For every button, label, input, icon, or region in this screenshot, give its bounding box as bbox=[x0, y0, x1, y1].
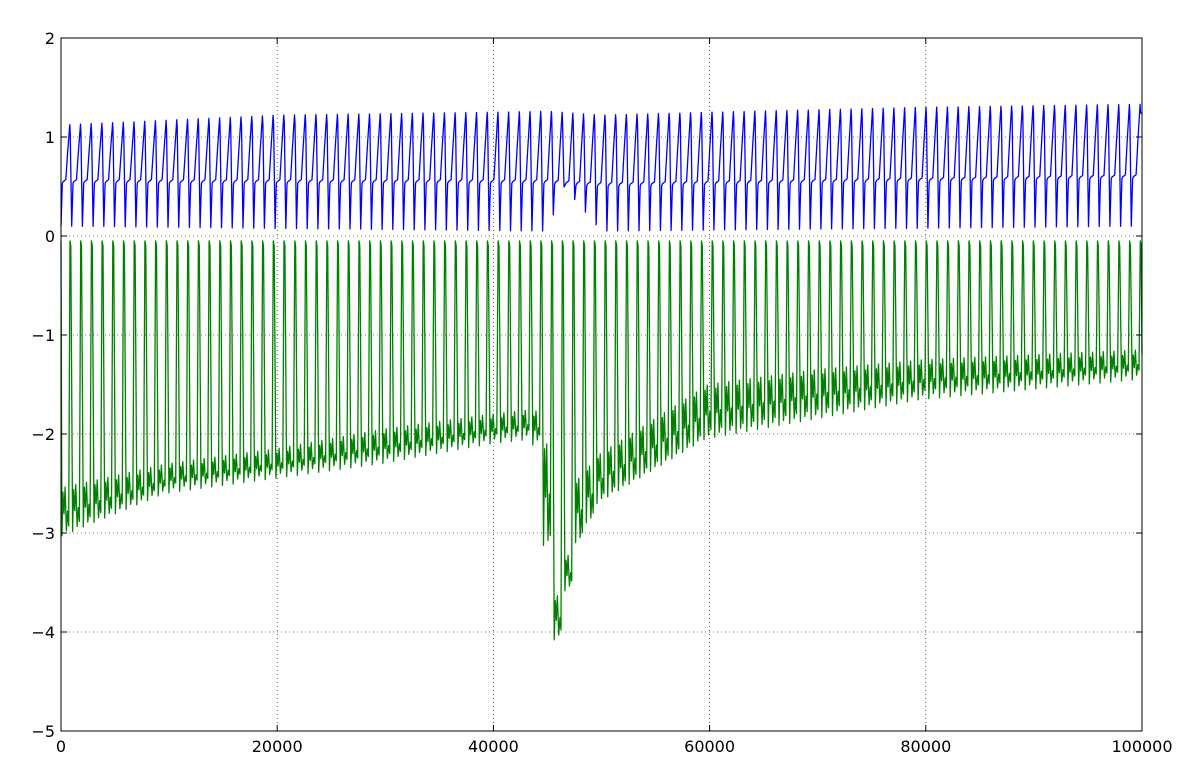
x-tick-label: 20000 bbox=[252, 737, 303, 756]
x-tick-label: 40000 bbox=[468, 737, 519, 756]
x-tick-label: 0 bbox=[56, 737, 66, 756]
y-tick-label: −4 bbox=[31, 623, 55, 642]
y-tick-label: −2 bbox=[31, 425, 55, 444]
x-tick-label: 80000 bbox=[900, 737, 951, 756]
y-tick-label: −5 bbox=[31, 722, 55, 741]
y-tick-label: 0 bbox=[45, 227, 55, 246]
x-tick-label: 100000 bbox=[1111, 737, 1172, 756]
x-tick-label: 60000 bbox=[684, 737, 735, 756]
series-line-green bbox=[60, 240, 1143, 641]
axis-ticks bbox=[60, 37, 1143, 732]
y-tick-label: −3 bbox=[31, 524, 55, 543]
series-group bbox=[60, 103, 1143, 641]
y-tick-label: −1 bbox=[31, 326, 55, 345]
y-tick-label: 1 bbox=[45, 128, 55, 147]
plot-frame bbox=[60, 37, 1143, 732]
y-tick-label: 2 bbox=[45, 29, 55, 48]
tick-labels: 0 20000 40000 60000 80000 100000 −5 −4 −3 −2 −1 0 1 2 bbox=[31, 29, 1172, 756]
series-line-blue bbox=[60, 103, 1143, 232]
